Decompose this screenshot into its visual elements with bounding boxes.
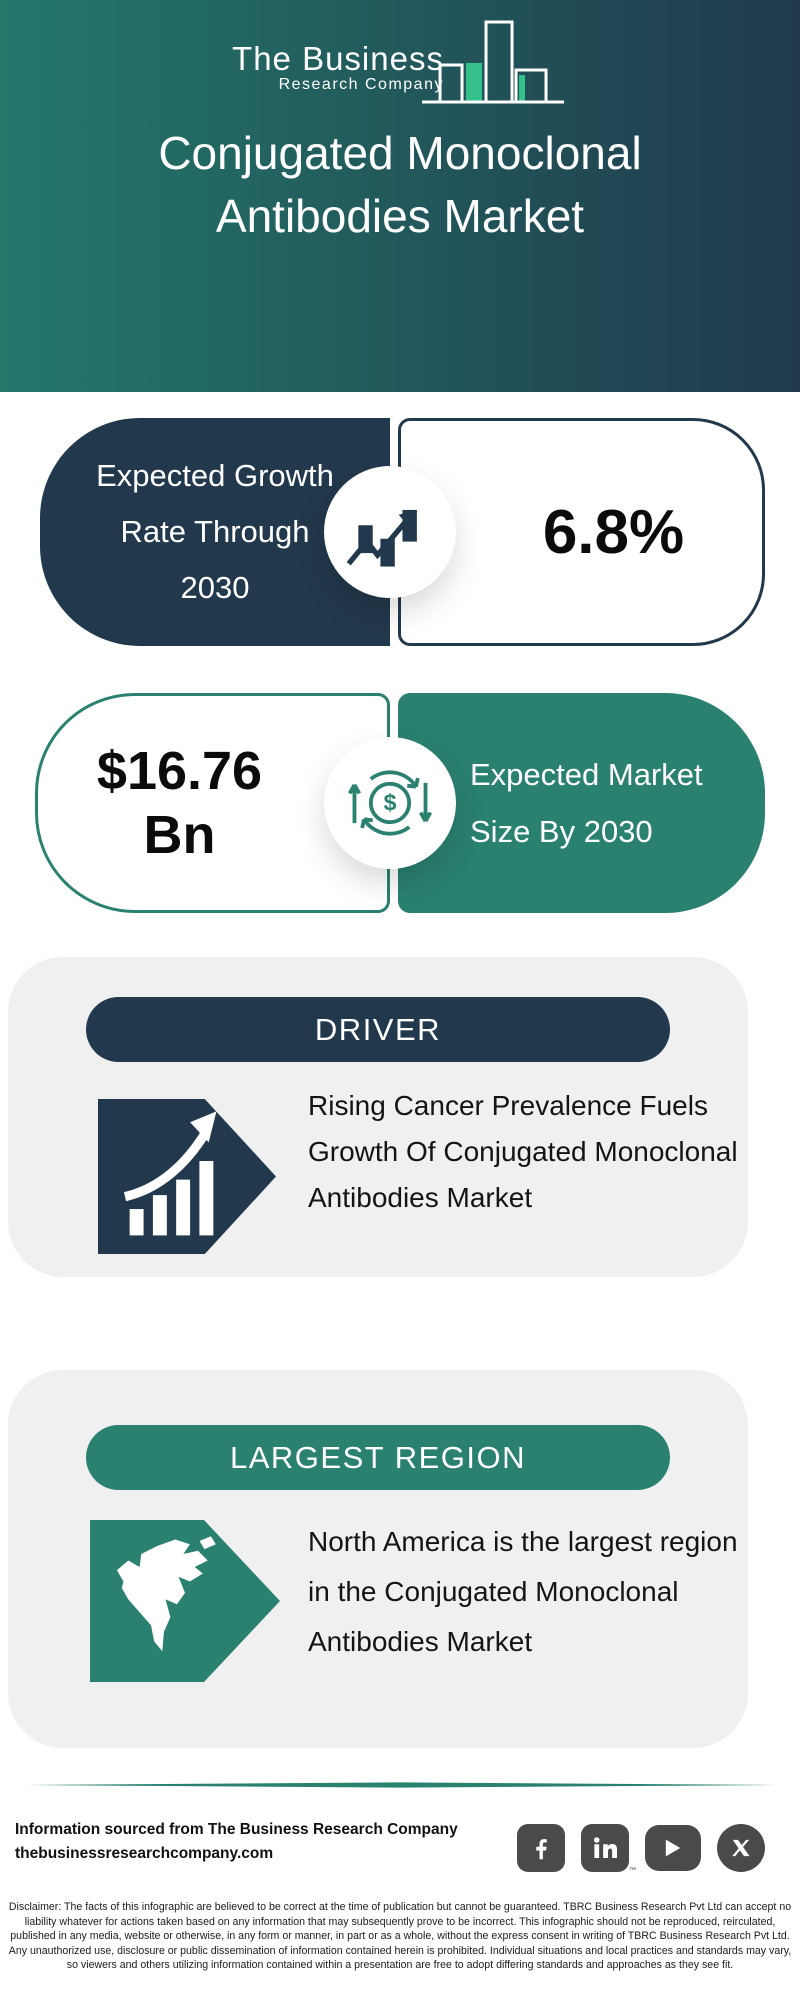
market-size-label: Expected Market Size By 2030 [470, 757, 703, 849]
line-chart-up-icon [346, 509, 417, 567]
market-size-label-pill: Expected Market Size By 2030 [398, 693, 765, 913]
dollar-exchange-icon: $ [348, 770, 432, 836]
market-size-icon-circle: $ [324, 737, 456, 869]
region-badge [90, 1520, 280, 1682]
growth-rate-card: Expected Growth Rate Through 2030 6.8% [40, 418, 765, 646]
teal-divider [25, 1782, 775, 1788]
disclaimer-text: Disclaimer: The facts of this infographi… [8, 1901, 792, 1972]
header-banner: The Business Research Company Conjugated… [0, 0, 800, 392]
source-info: Information sourced from The Business Re… [15, 1818, 458, 1866]
logo-line1: The Business [232, 40, 444, 77]
market-size-value-box: $16.76 Bn [35, 693, 390, 913]
facebook-icon[interactable] [517, 1824, 565, 1872]
source-line1: Information sourced from The Business Re… [15, 1821, 458, 1838]
market-size-card: $16.76 Bn Expected Market Size By 2030 $ [35, 693, 765, 913]
market-size-amount: $16.76 [96, 741, 263, 801]
growth-icon-circle [324, 466, 456, 598]
region-heading-pill: LARGEST REGION [86, 1425, 670, 1490]
growth-rate-label-pill: Expected Growth Rate Through 2030 [40, 418, 390, 646]
driver-section: DRIVER Rising Cancer Prevalence Fuels Gr… [8, 957, 748, 1277]
logo-line2: Research Company [278, 76, 444, 93]
social-links: ™ [517, 1824, 765, 1874]
growth-rate-label: Expected Growth Rate Through 2030 [96, 458, 334, 605]
growth-rate-value-box: 6.8% [398, 418, 765, 646]
bar-growth-arrow-icon [123, 1111, 217, 1236]
page-title: Conjugated Monoclonal Antibodies Market [0, 122, 800, 248]
company-logo: The Business Research Company [232, 12, 568, 108]
driver-heading: DRIVER [314, 1011, 442, 1047]
driver-text: Rising Cancer Prevalence Fuels Growth Of… [308, 1090, 738, 1213]
logo-wordmark: The Business Research Company [232, 42, 444, 94]
largest-region-section: LARGEST REGION North America is the larg… [8, 1370, 748, 1748]
linkedin-icon[interactable]: ™ [581, 1824, 636, 1874]
page-title-text: Conjugated Monoclonal Antibodies Market [158, 127, 642, 242]
growth-rate-value: 6.8% [542, 497, 685, 567]
bar-chart-buildings-icon [421, 20, 564, 104]
x-twitter-icon[interactable] [717, 1824, 765, 1872]
youtube-icon[interactable] [645, 1825, 701, 1871]
region-heading: LARGEST REGION [229, 1439, 527, 1475]
svg-text:$: $ [384, 790, 397, 816]
linkedin-tm-mark: ™ [629, 1867, 636, 1874]
source-website-link[interactable]: thebusinessresearchcompany.com [15, 1845, 274, 1862]
north-america-map-icon [116, 1536, 216, 1652]
driver-heading-pill: DRIVER [86, 997, 670, 1062]
region-text: North America is the largest region in t… [308, 1526, 738, 1657]
market-size-unit: Bn [143, 805, 216, 865]
driver-badge [98, 1099, 276, 1254]
